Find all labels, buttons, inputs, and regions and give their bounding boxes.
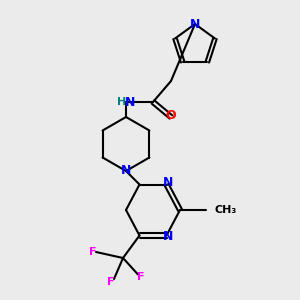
Text: N: N [163, 176, 173, 190]
Text: N: N [163, 230, 173, 244]
Text: F: F [107, 277, 115, 287]
Text: F: F [137, 272, 145, 283]
Text: CH₃: CH₃ [214, 205, 237, 215]
Text: H: H [117, 97, 126, 107]
Text: N: N [121, 164, 131, 178]
Text: F: F [89, 247, 97, 257]
Text: N: N [125, 95, 136, 109]
Text: O: O [166, 109, 176, 122]
Text: N: N [190, 17, 200, 31]
